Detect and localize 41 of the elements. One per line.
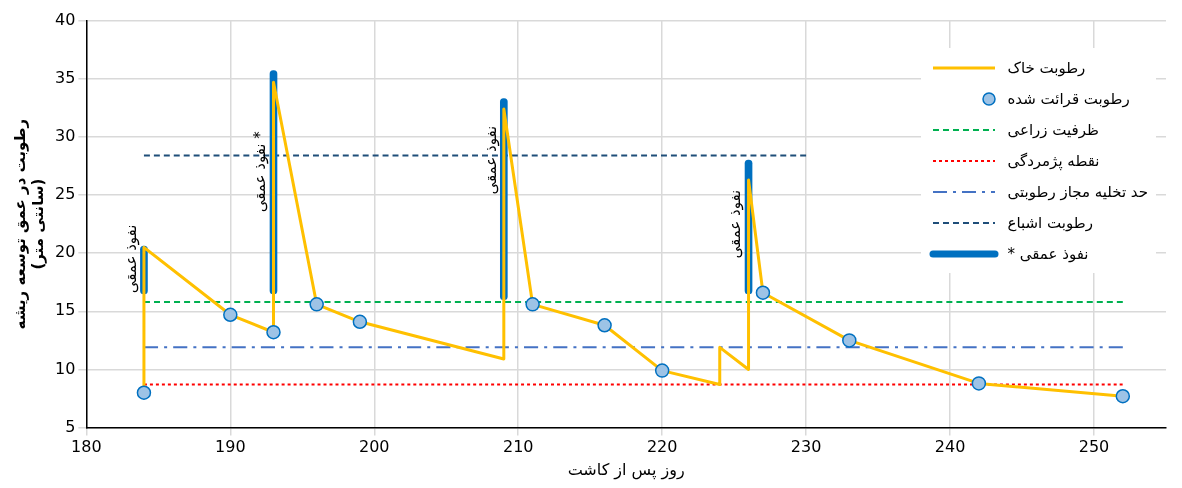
annotation: * نفوذ عمقی [251, 130, 270, 213]
x-tick-label: 220 [646, 437, 678, 457]
x-axis-title: روز پس از کاشت [567, 459, 685, 480]
x-tick-label: 200 [358, 437, 390, 457]
point [971, 376, 987, 391]
point [309, 297, 324, 312]
x-tick-label: 250 [1078, 437, 1110, 457]
point [755, 285, 771, 300]
y-tick-label: 40 [55, 9, 76, 29]
point [266, 325, 281, 340]
legend-label: رطوبت خاک [1007, 58, 1086, 77]
y-tick-label: 10 [55, 358, 76, 378]
annotation: نفوذ عمقی [121, 224, 140, 294]
y-tick-label: 35 [55, 67, 76, 87]
x-tick-label: 210 [502, 437, 534, 457]
annotation: نفوذ عمقی [726, 189, 745, 259]
y-tick-label: 20 [55, 242, 76, 262]
point [654, 363, 670, 378]
point [597, 318, 612, 333]
y-axis-title: رطوبت در عمق توسعه ریشه (سانتی متر) [10, 118, 47, 330]
x-tick-label: 230 [790, 437, 822, 457]
x-tick-label: 240 [934, 437, 966, 457]
legend-label: ظرفیت زراعی [1007, 120, 1100, 139]
y-tick-label: 5 [65, 416, 76, 436]
point [352, 314, 368, 330]
annotation: نفوذ عمقی [481, 125, 500, 195]
legend-label: نفوذ عمقی * [1007, 244, 1089, 263]
y-tick-label: 25 [55, 184, 76, 204]
point [1115, 388, 1131, 404]
y-tick-label: 15 [55, 300, 76, 320]
x-tick-label: 180 [71, 437, 102, 457]
x-tick-label: 190 [215, 437, 246, 457]
legend-label: نقطه پژمردگی [1007, 151, 1100, 170]
legend-label: حد تخلیه مجاز رطوبتی [1007, 182, 1148, 201]
point [525, 297, 540, 312]
y-tick-label: 30 [55, 126, 76, 146]
legend-label: رطوبت اشباع [1007, 213, 1093, 232]
point [136, 385, 152, 400]
point [842, 333, 857, 348]
legend-label: رطوبت قرائت شده [1007, 89, 1130, 108]
point [223, 307, 238, 323]
